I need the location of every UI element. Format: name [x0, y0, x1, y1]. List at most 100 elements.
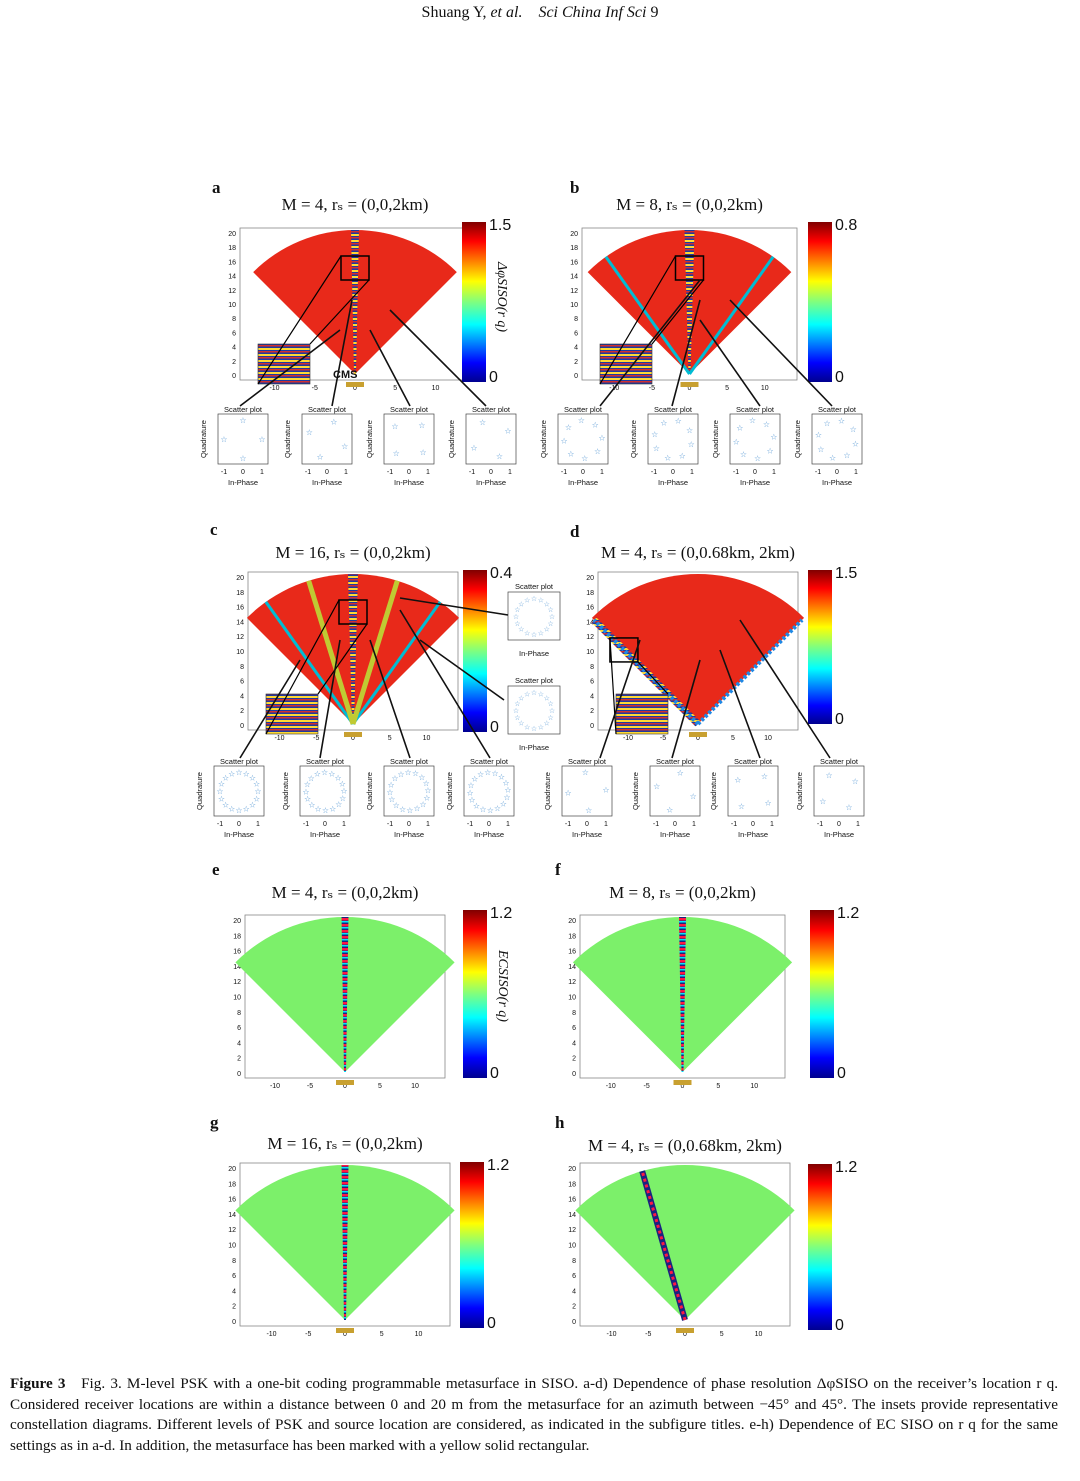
- y-tick-label: 12: [586, 634, 594, 641]
- colorbar-min: 0: [490, 719, 499, 736]
- scatter-frame: [217, 413, 269, 465]
- constellation-point: ☆: [594, 447, 601, 456]
- constellation-point: ☆: [391, 774, 398, 783]
- panel-letter: d: [570, 522, 580, 541]
- constellation-point: ☆: [419, 800, 426, 809]
- zoom-line: [317, 623, 368, 695]
- x-tick-label: 5: [731, 735, 735, 742]
- constellation-point: ☆: [302, 787, 309, 796]
- panel-h: h M = 4, rₛ = (0,0.68km, 2km) 0 2 4 6 8 10 12 14 1…: [555, 1113, 857, 1338]
- constellation-point: ☆: [560, 437, 567, 446]
- colorbar-max: 1.2: [835, 1159, 857, 1176]
- colorbar-min: 0: [487, 1315, 496, 1332]
- zoom-line: [637, 661, 669, 695]
- scatter-frame: [811, 413, 863, 465]
- x-tick-label: 5: [380, 1331, 384, 1338]
- constellation-point: ☆: [341, 442, 348, 451]
- scatter-x-label: In-Phase: [476, 478, 506, 487]
- scatter-plot: Scatter plot ☆ ☆ ☆ ☆ -1 0 1In-Phase Quadrature: [543, 757, 613, 839]
- x-tick-label: 0: [688, 385, 692, 392]
- constellation-point: ☆: [399, 805, 406, 814]
- scatter-x-tick: 1: [690, 469, 694, 476]
- scatter-y-label: Quadrature: [365, 420, 374, 458]
- header-authors: Shuang Y,: [421, 4, 487, 21]
- scatter-x-label: In-Phase: [519, 649, 549, 658]
- zoom-box: [340, 255, 370, 281]
- constellation-point: ☆: [688, 440, 695, 449]
- y-tick-label: 14: [568, 1212, 576, 1219]
- constellation-point: ☆: [544, 600, 550, 608]
- colorbar: [810, 910, 834, 1078]
- scatter-x-tick: 1: [856, 821, 860, 828]
- main-beam: [679, 917, 686, 1072]
- x-tick-label: 10: [415, 1331, 423, 1338]
- zoom-line: [609, 637, 617, 735]
- colorbar-label: ECSISO(r q): [495, 949, 510, 1022]
- panel-letter: g: [210, 1113, 219, 1132]
- y-tick-label: 2: [240, 708, 244, 715]
- colorbar: [463, 910, 487, 1078]
- y-tick-label: 20: [236, 575, 244, 582]
- constellation-point: ☆: [335, 800, 342, 809]
- constellation-point: ☆: [308, 774, 315, 783]
- constellation-point: ☆: [651, 430, 658, 439]
- scatter-frame: [507, 685, 561, 735]
- x-tick-label: -5: [307, 1083, 313, 1090]
- y-tick-label: 10: [236, 649, 244, 656]
- colorbar-min: 0: [835, 1317, 844, 1334]
- x-tick-label: -5: [313, 735, 319, 742]
- metasurface-marker: [680, 382, 699, 387]
- colorbar-max: 1.2: [837, 905, 859, 922]
- constellation-point: ☆: [653, 782, 660, 791]
- y-tick-label: 2: [572, 1304, 576, 1311]
- y-tick-label: 16: [233, 949, 241, 956]
- y-tick-label: 0: [572, 1319, 576, 1326]
- y-tick-label: 2: [590, 708, 594, 715]
- x-tick-label: 10: [432, 385, 440, 392]
- side-beam: [264, 601, 355, 725]
- constellation-point: ☆: [518, 626, 524, 634]
- scatter-title: Scatter plot: [656, 757, 695, 766]
- panel-title: M = 8, rₛ = (0,0,2km): [616, 195, 763, 214]
- colorbar-min: 0: [835, 369, 844, 386]
- scatter-y-label: Quadrature: [793, 420, 802, 458]
- constellation-point: ☆: [547, 700, 553, 708]
- x-tick-label: 10: [764, 735, 772, 742]
- zoom-line: [257, 255, 342, 385]
- zoom-box: [609, 637, 639, 663]
- constellation-point: ☆: [565, 423, 572, 432]
- colorbar-min: 0: [835, 711, 844, 728]
- constellation-point: ☆: [770, 432, 777, 441]
- constellation-point: ☆: [484, 768, 491, 777]
- constellation-point: ☆: [412, 769, 419, 778]
- metasurface-marker: [336, 1080, 354, 1085]
- scatter-title: Scatter plot: [564, 405, 603, 414]
- scatter-x-tick: 1: [508, 469, 512, 476]
- x-tick-label: -10: [266, 1331, 276, 1338]
- scatter-x-tick: -1: [651, 469, 657, 476]
- x-tick-label: 0: [696, 735, 700, 742]
- scatter-title: Scatter plot: [568, 757, 607, 766]
- y-tick-label: 0: [240, 723, 244, 730]
- constellation-point: ☆: [538, 690, 544, 698]
- y-tick-label: 0: [572, 1071, 576, 1078]
- scatter-x-tick: 0: [487, 821, 491, 828]
- scatter-title: Scatter plot: [470, 757, 509, 766]
- constellation-point: ☆: [503, 793, 510, 802]
- inset-arrow: [239, 659, 301, 759]
- scatter-title: Scatter plot: [306, 757, 345, 766]
- scatter-x-tick: 0: [585, 821, 589, 828]
- scatter-x-label: In-Phase: [224, 830, 254, 839]
- y-tick-label: 6: [240, 679, 244, 686]
- constellation-point: ☆: [393, 449, 400, 458]
- scatter-x-tick: 1: [256, 821, 260, 828]
- y-tick-label: 10: [228, 1243, 236, 1250]
- scatter-frame: [813, 765, 865, 817]
- constellation-point: ☆: [340, 787, 347, 796]
- constellation-point: ☆: [328, 769, 335, 778]
- colorbar: [462, 222, 486, 382]
